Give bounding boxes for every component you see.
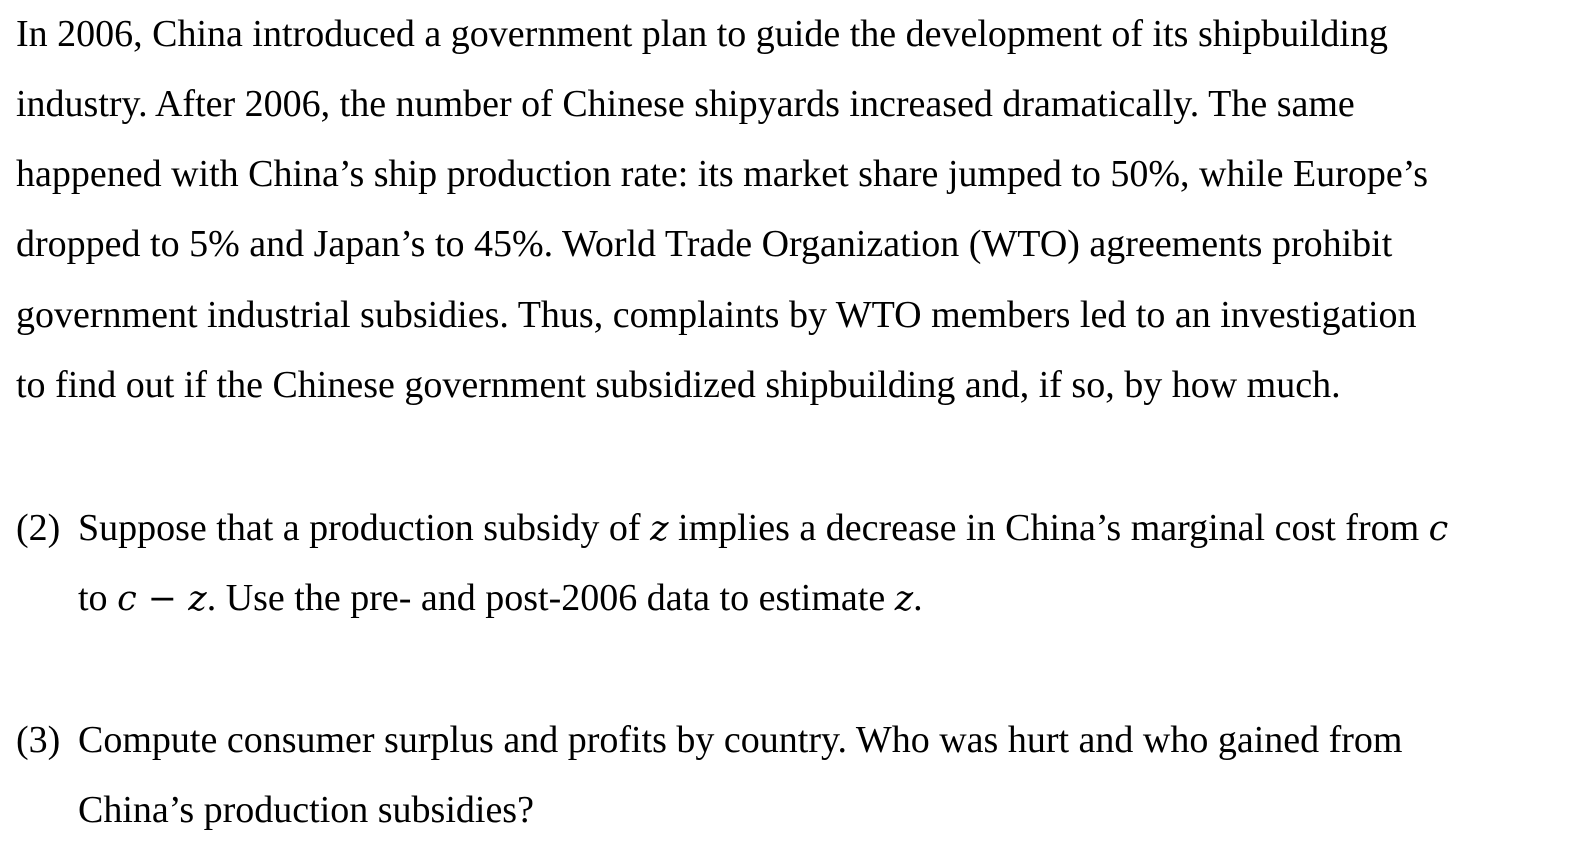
question-2-text: Suppose that a production subsidy of xyxy=(78,507,651,549)
math-variable-z: z xyxy=(650,509,669,549)
question-2-text: . Use the pre- and post-2006 data to est… xyxy=(206,577,895,619)
question-2-label: (2) xyxy=(16,507,61,549)
question-3-line-1: Compute consumer surplus and profits by … xyxy=(78,719,1403,761)
intro-line: happened with China’s ship production ra… xyxy=(16,153,1429,195)
question-3-line-2: China’s production subsidies? xyxy=(78,789,534,831)
math-variable-c: c xyxy=(1428,509,1449,549)
intro-line: industry. After 2006, the number of Chin… xyxy=(16,83,1355,125)
question-2-text: . xyxy=(913,577,923,619)
intro-line: In 2006, China introduced a government p… xyxy=(16,13,1388,55)
question-2-text: implies a decrease in China’s marginal c… xyxy=(668,507,1429,549)
question-2-line-2: to c − z. Use the pre- and post-2006 dat… xyxy=(78,576,923,621)
math-variable-z: z xyxy=(894,579,914,619)
intro-line: to find out if the Chinese government su… xyxy=(16,364,1341,406)
question-2-line-1: Suppose that a production subsidy of z i… xyxy=(78,506,1448,551)
question-3-label: (3) xyxy=(16,719,61,761)
intro-line: dropped to 5% and Japan’s to 45%. World … xyxy=(16,223,1393,265)
math-expression: c − z xyxy=(117,579,207,619)
question-2-text: to xyxy=(78,577,118,619)
intro-line: government industrial subsidies. Thus, c… xyxy=(16,294,1417,336)
